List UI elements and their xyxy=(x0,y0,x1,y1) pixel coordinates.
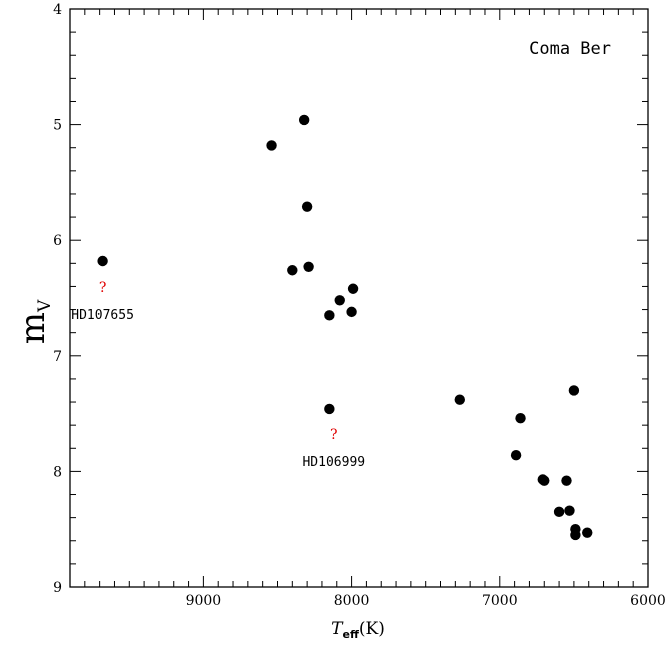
x-tick-label: 9000 xyxy=(186,593,222,609)
data-point xyxy=(561,475,572,486)
panel-label: Coma Ber xyxy=(529,39,611,59)
svg-text:mV: mV xyxy=(13,299,55,344)
axis-tick-labels: 9000 8000 7000 6000 4 5 6 7 8 9 xyxy=(53,2,665,609)
y-tick-label: 4 xyxy=(53,2,62,18)
data-point xyxy=(568,385,580,396)
data-point xyxy=(515,413,526,424)
axis-ticks xyxy=(69,8,649,588)
data-point xyxy=(324,310,335,321)
data-point xyxy=(553,506,565,518)
data-point xyxy=(510,450,522,461)
plot-frame xyxy=(69,8,649,588)
x-axis-label-main: T xyxy=(331,619,344,639)
data-point xyxy=(303,261,314,272)
data-point xyxy=(346,306,357,318)
y-axis-label: mV xyxy=(13,299,55,344)
x-tick-label: 7000 xyxy=(482,593,518,609)
data-point xyxy=(324,403,335,415)
data-point xyxy=(564,505,575,516)
y-axis-label-main: m xyxy=(13,312,53,344)
y-tick-label: 8 xyxy=(53,464,62,480)
data-point xyxy=(582,527,593,538)
data-point xyxy=(266,140,277,151)
y-tick-label: 7 xyxy=(53,349,62,365)
data-point xyxy=(570,529,581,541)
annotation-label: HD106999 xyxy=(302,455,365,470)
annotation-mark: ? xyxy=(99,280,107,296)
svg-text:Teff(K): Teff(K) xyxy=(331,619,385,641)
x-tick-label: 6000 xyxy=(630,593,665,609)
y-tick-label: 9 xyxy=(53,580,62,596)
data-point xyxy=(97,255,108,267)
data-point xyxy=(301,201,313,212)
data-points xyxy=(97,114,593,541)
data-point xyxy=(539,475,550,486)
data-point xyxy=(298,114,310,126)
x-axis-label: Teff(K) xyxy=(331,619,385,641)
data-point xyxy=(454,394,465,405)
data-point xyxy=(334,295,345,306)
annotation-label: HD107655 xyxy=(71,308,134,323)
x-axis-label-unit: (K) xyxy=(359,619,385,639)
y-axis-label-sub: V xyxy=(35,299,55,313)
data-point xyxy=(287,265,298,276)
x-tick-label: 8000 xyxy=(334,593,370,609)
annotations: ? HD107655? HD106999 xyxy=(71,280,365,470)
y-tick-label: 5 xyxy=(53,118,62,134)
annotation-mark: ? xyxy=(330,427,338,443)
data-point xyxy=(347,283,359,294)
x-axis-label-sub: eff xyxy=(343,628,359,641)
y-tick-label: 6 xyxy=(53,233,62,249)
